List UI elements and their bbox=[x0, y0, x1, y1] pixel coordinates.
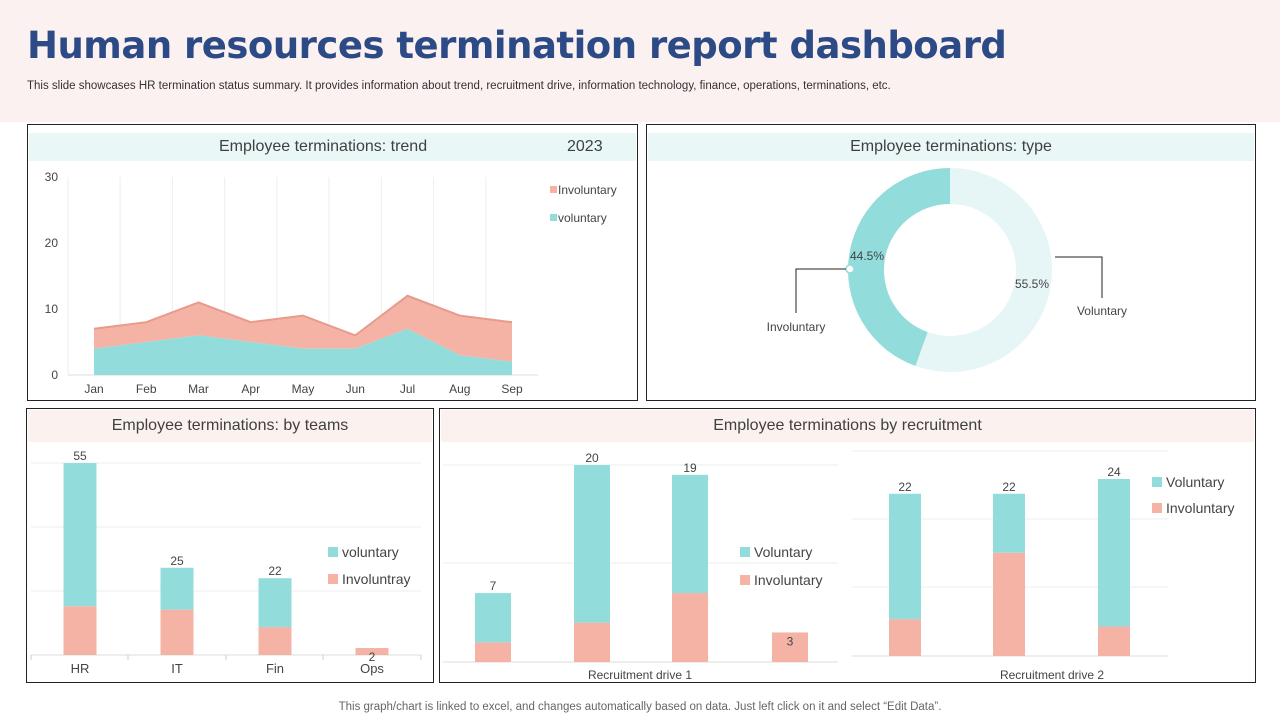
x-tick-label: Mar bbox=[188, 382, 209, 396]
recruitment-title: Employee terminations by recruitment bbox=[713, 417, 982, 434]
trend-title: Employee terminations: trend bbox=[219, 138, 428, 155]
bar-involuntary bbox=[160, 609, 194, 655]
bar-total-label: 22 bbox=[898, 480, 912, 494]
x-tick-label: Sep bbox=[501, 382, 523, 396]
legend-label-involuntray: Involuntray bbox=[342, 571, 410, 587]
x-tick-label: Jan bbox=[84, 382, 103, 396]
recruitment-title-band: Employee terminations by recruitment bbox=[441, 410, 1254, 442]
y-tick-label: 10 bbox=[45, 302, 59, 316]
bar-total-label: 25 bbox=[170, 554, 184, 568]
x-tick-label: HR bbox=[71, 661, 90, 676]
bar-total-label: 22 bbox=[1002, 480, 1016, 494]
bar-total-label: 22 bbox=[268, 564, 282, 578]
legend-swatch-involuntary bbox=[740, 575, 750, 585]
voluntary-area bbox=[94, 328, 512, 375]
legend-label-voluntary: Voluntary bbox=[1166, 474, 1224, 490]
y-tick-label: 30 bbox=[45, 170, 59, 184]
bar-voluntary bbox=[1098, 479, 1130, 627]
x-tick-label: Jun bbox=[346, 382, 365, 396]
bar-involuntary bbox=[772, 632, 808, 662]
voluntary-callout-label: Voluntary bbox=[1077, 304, 1127, 318]
legend-label-voluntary: voluntary bbox=[558, 211, 607, 225]
y-tick-label: 0 bbox=[51, 368, 58, 382]
involuntary-percent-label: 44.5% bbox=[850, 249, 884, 263]
bar-involuntary bbox=[574, 622, 610, 662]
teams-title: Employee terminations: by teams bbox=[111, 417, 349, 434]
bar-involuntary bbox=[355, 648, 389, 655]
trend-title-band: Employee terminations: trend 2023 bbox=[29, 133, 636, 161]
bar-total-label: 24 bbox=[1107, 465, 1121, 479]
x-tick-label: Jul bbox=[400, 382, 415, 396]
bar-total-label: 55 bbox=[73, 449, 87, 463]
legend-swatch-voluntary bbox=[740, 547, 750, 557]
header bbox=[0, 0, 1280, 122]
legend-swatch-voluntary bbox=[1152, 477, 1162, 487]
legend-swatch-involuntary bbox=[550, 186, 557, 193]
bar-involuntary bbox=[1098, 626, 1130, 656]
bar-total-label: 19 bbox=[683, 461, 697, 475]
callout-line-voluntary bbox=[1055, 256, 1103, 298]
legend-label-voluntary: Voluntary bbox=[754, 544, 812, 560]
legend-swatch-voluntary bbox=[328, 547, 338, 557]
bar-voluntary bbox=[993, 493, 1025, 553]
callout-line-involuntary bbox=[795, 268, 846, 313]
group-label: Recruitment drive 2 bbox=[1000, 668, 1104, 682]
involuntary-area bbox=[94, 295, 512, 362]
legend-label-involuntary: Involuntary bbox=[754, 572, 822, 588]
bar-involuntary bbox=[475, 642, 511, 662]
x-tick-label: Fin bbox=[266, 661, 284, 676]
bar-total-label: 7 bbox=[490, 579, 497, 593]
bar-voluntary bbox=[475, 593, 511, 643]
voluntary-percent-label: 55.5% bbox=[1015, 277, 1049, 291]
involuntary-callout-label: Involuntary bbox=[767, 320, 826, 334]
x-tick-label: IT bbox=[171, 661, 183, 676]
teams-title-band: Employee terminations: by teams bbox=[28, 410, 432, 442]
group-label: Recruitment drive 1 bbox=[588, 668, 692, 682]
bar-involuntary bbox=[258, 627, 292, 655]
legend-label-involuntary: Involuntary bbox=[1166, 500, 1234, 516]
trend-year: 2023 bbox=[567, 138, 603, 155]
bar-involuntary bbox=[63, 606, 97, 655]
bar-voluntary bbox=[574, 465, 610, 623]
bar-voluntary bbox=[160, 567, 194, 610]
legend-swatch-involuntray bbox=[328, 574, 338, 584]
bar-voluntary bbox=[63, 463, 97, 607]
type-title-band: Employee terminations: type bbox=[648, 133, 1254, 161]
callout-dot bbox=[845, 264, 855, 274]
x-tick-label: Feb bbox=[136, 382, 157, 396]
type-title: Employee terminations: type bbox=[850, 138, 1052, 155]
bar-involuntary bbox=[993, 552, 1025, 656]
y-tick-label: 20 bbox=[45, 236, 59, 250]
footer-note: This graph/chart is linked to excel, and… bbox=[338, 701, 942, 713]
bar-total-label: 3 bbox=[787, 634, 794, 648]
bar-voluntary bbox=[672, 474, 708, 594]
donut-slice-voluntary bbox=[915, 168, 1052, 372]
legend-label-voluntary: voluntary bbox=[342, 544, 399, 560]
bar-total-label: 2 bbox=[369, 650, 376, 664]
involuntary-line bbox=[93, 294, 513, 337]
legend-swatch-voluntary bbox=[550, 214, 557, 221]
bar-voluntary bbox=[258, 578, 292, 628]
legend-label-involuntary: Involuntary bbox=[558, 183, 617, 197]
page-title: Human resources termination report dashb… bbox=[27, 24, 1007, 67]
donut-slice-involuntary bbox=[848, 168, 950, 366]
bar-total-label: 20 bbox=[585, 451, 599, 465]
bar-involuntary bbox=[672, 593, 708, 662]
bar-voluntary bbox=[889, 493, 921, 620]
legend-swatch-involuntary bbox=[1152, 503, 1162, 513]
x-tick-label: May bbox=[292, 382, 315, 396]
x-tick-label: Ops bbox=[360, 661, 384, 676]
page-subtitle: This slide showcases HR termination stat… bbox=[27, 80, 891, 92]
x-tick-label: Apr bbox=[241, 382, 260, 396]
x-tick-label: Aug bbox=[449, 382, 470, 396]
bar-involuntary bbox=[889, 619, 921, 656]
